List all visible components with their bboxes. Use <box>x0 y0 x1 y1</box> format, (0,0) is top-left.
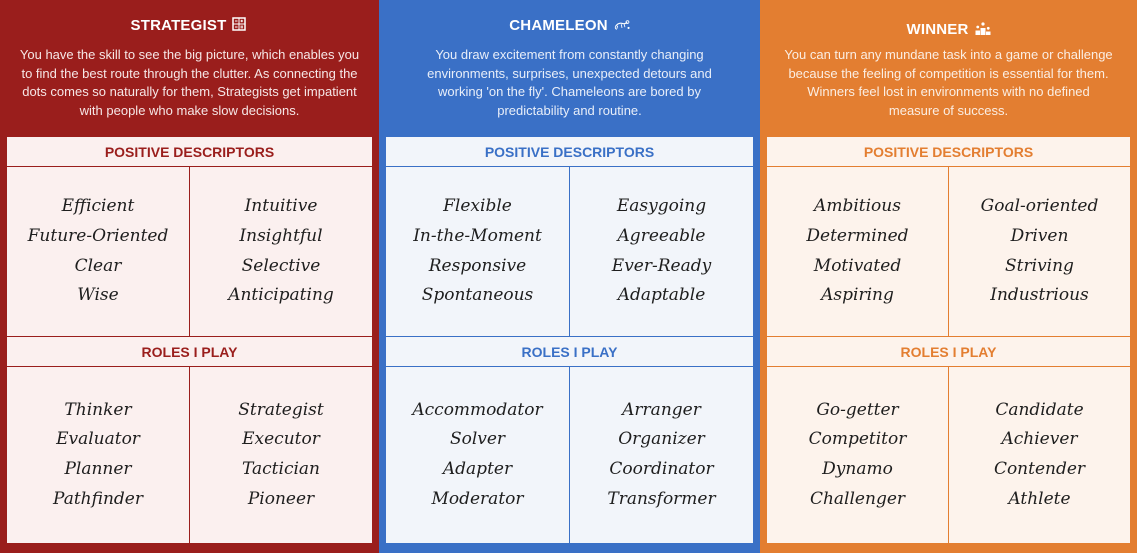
role: Pathfinder <box>53 488 143 509</box>
chameleon-positive-heading: POSITIVE DESCRIPTORS <box>386 137 753 167</box>
role: Adapter <box>442 459 513 479</box>
strategist-column: STRATEGIST You have the skill to see the… <box>0 0 379 553</box>
descriptor: In-the-Moment <box>413 225 542 246</box>
role: Competitor <box>808 429 907 450</box>
calculator-icon <box>232 17 248 33</box>
chameleon-roles-grid: Accommodator Solver Adapter Moderator Ar… <box>386 367 753 543</box>
chameleon-roles-heading: ROLES I PLAY <box>386 337 753 367</box>
descriptor: Easygoing <box>616 196 707 217</box>
role: Arranger <box>622 399 701 420</box>
role: Dynamo <box>822 459 893 479</box>
strategist-positive-heading: POSITIVE DESCRIPTORS <box>7 137 372 167</box>
role: Accommodator <box>412 399 543 420</box>
descriptor: Ever-Ready <box>611 255 712 276</box>
chameleon-title-row: CHAMELEON <box>379 14 760 36</box>
strategist-description: You have the skill to see the big pictur… <box>19 47 360 118</box>
strategist-positive-left: Efficient Future-Oriented Clear Wise <box>7 167 190 336</box>
strategist-positive-grid: Efficient Future-Oriented Clear Wise Int… <box>7 167 372 337</box>
chameleon-positive-right: Easygoing Agreeable Ever-Ready Adaptable <box>570 167 753 336</box>
descriptor: Responsive <box>428 255 527 276</box>
role: Athlete <box>1008 488 1071 509</box>
descriptor: Determined <box>806 225 909 246</box>
descriptor: Anticipating <box>228 285 334 306</box>
strategist-positive-right: Intuitive Insightful Selective Anticipat… <box>190 167 372 336</box>
descriptor: Motivated <box>813 255 902 276</box>
role: Transformer <box>607 488 716 509</box>
descriptor: Goal-oriented <box>980 196 1099 217</box>
role: Coordinator <box>609 459 714 479</box>
winner-positive-heading: POSITIVE DESCRIPTORS <box>767 137 1130 167</box>
chameleon-icon <box>614 17 630 33</box>
strategist-title-row: STRATEGIST <box>0 14 379 36</box>
winner-roles-grid: Go-getter Competitor Dynamo Challenger C… <box>767 367 1130 543</box>
descriptor: Agreeable <box>617 225 706 246</box>
strategist-title: STRATEGIST <box>130 16 227 34</box>
winner-title-row: WINNER <box>760 18 1137 40</box>
winner-title: WINNER <box>906 20 969 38</box>
winner-roles-heading: ROLES I PLAY <box>767 337 1130 367</box>
descriptor: Efficient <box>61 196 135 217</box>
winner-positive-left: Ambitious Determined Motivated Aspiring <box>767 167 949 336</box>
role: Planner <box>64 459 132 479</box>
descriptor: Adaptable <box>617 285 706 306</box>
role: Executor <box>242 429 320 450</box>
chameleon-roles-right: Arranger Organizer Coordinator Transform… <box>570 367 753 543</box>
role: Moderator <box>431 488 524 509</box>
chameleon-header: CHAMELEON You draw excitement from const… <box>379 0 760 137</box>
winner-description: You can turn any mundane task into a gam… <box>784 47 1113 118</box>
descriptor: Insightful <box>239 225 323 246</box>
descriptor: Intuitive <box>244 196 318 217</box>
descriptor: Future-Oriented <box>27 225 169 246</box>
descriptor: Spontaneous <box>421 285 534 306</box>
winner-column: WINNER You can turn any mundane task int… <box>760 0 1137 553</box>
podium-icon <box>975 21 991 37</box>
role: Candidate <box>995 399 1084 420</box>
chameleon-column: CHAMELEON You draw excitement from const… <box>379 0 760 553</box>
descriptor: Industrious <box>990 285 1089 306</box>
winner-roles-left: Go-getter Competitor Dynamo Challenger <box>767 367 949 543</box>
role: Tactician <box>242 459 320 479</box>
role: Achiever <box>1001 429 1078 450</box>
strategist-roles-right: Strategist Executor Tactician Pioneer <box>190 367 372 543</box>
chameleon-roles-left: Accommodator Solver Adapter Moderator <box>386 367 570 543</box>
descriptor: Wise <box>77 285 119 306</box>
descriptor: Aspiring <box>821 285 894 306</box>
chameleon-title: CHAMELEON <box>509 16 608 34</box>
descriptor: Ambitious <box>814 196 901 217</box>
strategist-roles-heading: ROLES I PLAY <box>7 337 372 367</box>
descriptor: Driven <box>1010 225 1069 246</box>
role: Challenger <box>809 488 906 509</box>
role: Contender <box>993 459 1086 479</box>
descriptor: Striving <box>1005 255 1074 276</box>
winner-positive-right: Goal-oriented Driven Striving Industriou… <box>949 167 1130 336</box>
descriptor: Flexible <box>443 196 512 217</box>
winner-roles-right: Candidate Achiever Contender Athlete <box>949 367 1130 543</box>
strategist-panel: POSITIVE DESCRIPTORS Efficient Future-Or… <box>7 137 372 543</box>
winner-positive-grid: Ambitious Determined Motivated Aspiring … <box>767 167 1130 337</box>
strategist-roles-left: Thinker Evaluator Planner Pathfinder <box>7 367 190 543</box>
role: Pioneer <box>247 488 315 509</box>
chameleon-panel: POSITIVE DESCRIPTORS Flexible In-the-Mom… <box>386 137 753 543</box>
chameleon-description: You draw excitement from constantly chan… <box>427 47 712 118</box>
descriptor: Selective <box>241 255 321 276</box>
role: Evaluator <box>56 429 140 450</box>
strategist-roles-grid: Thinker Evaluator Planner Pathfinder Str… <box>7 367 372 543</box>
role: Solver <box>449 429 506 450</box>
role: Thinker <box>64 399 132 420</box>
chameleon-positive-grid: Flexible In-the-Moment Responsive Sponta… <box>386 167 753 337</box>
winner-header: WINNER You can turn any mundane task int… <box>760 0 1137 137</box>
role: Organizer <box>618 429 705 450</box>
role: Go-getter <box>816 399 899 420</box>
winner-panel: POSITIVE DESCRIPTORS Ambitious Determine… <box>767 137 1130 543</box>
chameleon-positive-left: Flexible In-the-Moment Responsive Sponta… <box>386 167 570 336</box>
descriptor: Clear <box>74 255 122 276</box>
role: Strategist <box>238 399 324 420</box>
strategist-header: STRATEGIST You have the skill to see the… <box>0 0 379 137</box>
